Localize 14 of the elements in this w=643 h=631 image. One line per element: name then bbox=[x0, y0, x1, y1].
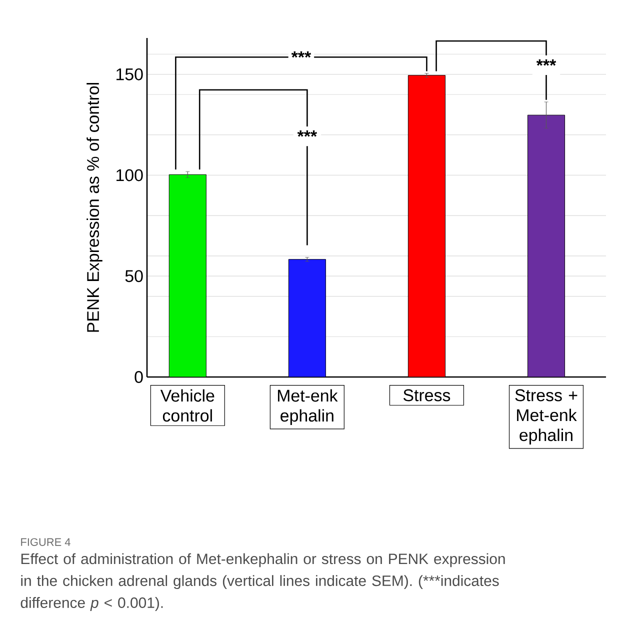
y-tick-label: 100 bbox=[116, 169, 143, 182]
y-axis-title: PENK Expression as % of control bbox=[86, 82, 102, 332]
x-tick-label: Vehicle control bbox=[160, 389, 214, 422]
text: Effect of administration of Met-enkephalin or stress on PENK expression in the chicken adrenal glands (vertical lines indicate SEM). (***indicates difference p < 0.001). bbox=[20, 553, 505, 611]
x-tick-label: Stress bbox=[403, 389, 450, 402]
annotation: *** bbox=[297, 130, 318, 137]
y-tick-label: 50 bbox=[125, 270, 143, 282]
y-tick-label: 150 bbox=[116, 68, 143, 80]
caption: FIGURE 4 bbox=[21, 538, 70, 546]
annotation: *** bbox=[291, 51, 312, 58]
x-tick-label: Met-enk ephalin bbox=[278, 389, 338, 425]
x-tick-label: Stress + Met-enk ephalin bbox=[515, 389, 578, 444]
annotation: *** bbox=[536, 59, 556, 66]
y-tick-label: 0 bbox=[134, 370, 143, 383]
